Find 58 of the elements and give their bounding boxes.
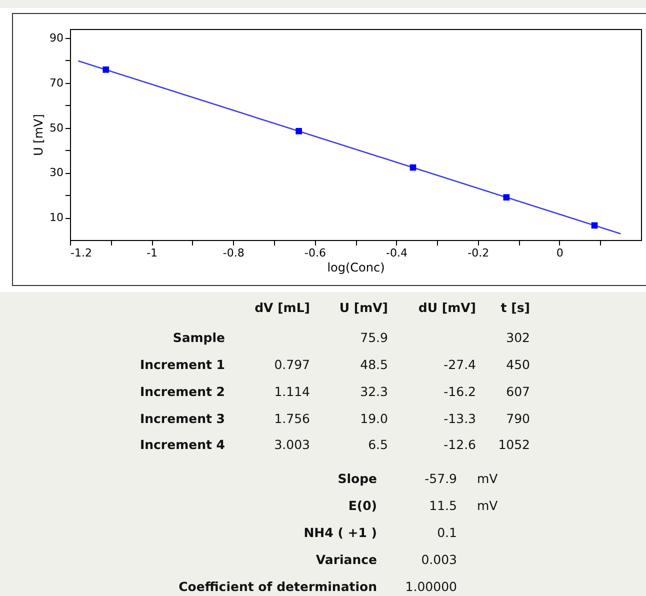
text: 0.797	[274, 357, 310, 372]
x-tick-label: -0.2	[468, 246, 490, 260]
text: -16.2	[444, 384, 476, 399]
text: 19.0	[360, 411, 388, 426]
text: 6.5	[368, 437, 388, 452]
text: 48.5	[360, 357, 388, 372]
x-tick-label: -0.8	[222, 246, 244, 260]
x-tick-label: -0.6	[304, 246, 326, 260]
text: t [s]	[500, 300, 530, 315]
text: -12.6	[444, 437, 476, 452]
text: mV	[477, 498, 498, 513]
point	[296, 128, 302, 134]
y-tick-label: 50	[50, 121, 64, 134]
text: Variance	[316, 552, 377, 567]
x-tick-label: 0	[556, 246, 564, 260]
text: 0.1	[437, 525, 457, 540]
text: Sample	[172, 330, 225, 345]
text: Increment 4	[140, 437, 225, 452]
text: 0.003	[421, 552, 457, 567]
text: 790	[506, 411, 530, 426]
text: NH4 ( +1 )	[304, 525, 377, 540]
text: 3.003	[274, 437, 310, 452]
y-tick-label: 10	[50, 211, 64, 224]
y-tick-label: 70	[50, 76, 64, 90]
y-tick-label: 30	[50, 166, 64, 180]
text: 1.00000	[405, 579, 457, 594]
text: 1.756	[274, 411, 310, 426]
text: 1.114	[274, 384, 310, 399]
text: 32.3	[360, 384, 388, 399]
text: dV [mL]	[254, 300, 310, 315]
text: E(0)	[348, 498, 377, 513]
text: 607	[506, 384, 530, 399]
x-axis-title: log(Conc)	[327, 260, 385, 274]
text: Increment 2	[140, 384, 225, 399]
text: Coefficient of determination	[178, 579, 377, 594]
text: 11.5	[429, 498, 457, 513]
x-tick-label: -0.4	[386, 246, 408, 260]
text: -27.4	[444, 357, 476, 372]
text: Slope	[338, 471, 377, 486]
point	[503, 194, 510, 201]
text: 75.9	[360, 330, 388, 345]
text: U [mV]	[339, 300, 388, 315]
text: 1052	[498, 437, 530, 452]
point	[410, 164, 416, 171]
y-tick-label: 90	[50, 31, 64, 44]
x-tick-label: -1.2	[70, 246, 92, 260]
text: mV	[477, 471, 498, 486]
y-axis-title: U [mV]	[32, 114, 46, 156]
text: -57.9	[424, 471, 457, 486]
text: 302	[506, 330, 530, 345]
text: dU [mV]	[418, 300, 476, 315]
point	[102, 66, 110, 73]
text: Increment 1	[140, 357, 225, 372]
text: -13.3	[444, 411, 476, 426]
point	[591, 222, 598, 229]
text: Increment 3	[140, 411, 225, 426]
text: 450	[506, 357, 530, 372]
x-tick-label: -1	[146, 246, 158, 260]
